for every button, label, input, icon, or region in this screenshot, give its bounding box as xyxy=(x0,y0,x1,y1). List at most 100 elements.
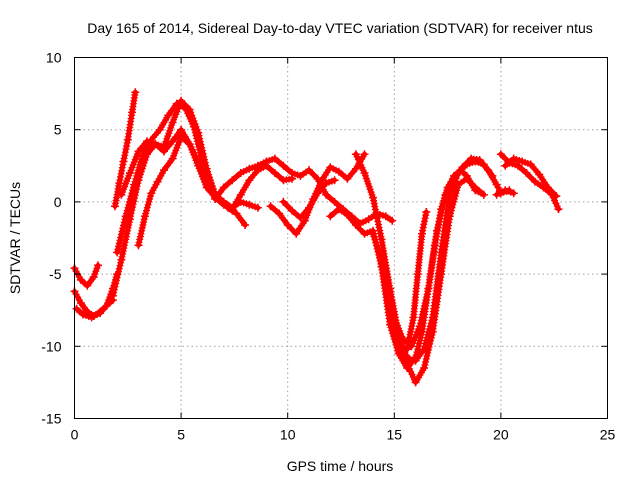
data-point xyxy=(317,176,326,185)
data-point xyxy=(245,164,254,173)
data-point xyxy=(334,167,343,176)
data-point xyxy=(377,235,386,244)
data-point xyxy=(390,313,399,322)
data-point xyxy=(121,212,130,221)
data-point xyxy=(377,255,386,264)
data-point xyxy=(381,212,390,221)
data-point xyxy=(253,203,262,212)
data-point xyxy=(479,190,488,199)
data-point xyxy=(424,284,433,293)
data-point xyxy=(236,169,245,177)
plot-frame xyxy=(74,57,608,419)
data-point xyxy=(501,161,510,170)
y-tick-label: -15 xyxy=(41,411,61,427)
series-track-18 xyxy=(501,154,561,201)
x-tick-label: 0 xyxy=(71,427,79,443)
data-point xyxy=(522,169,531,177)
data-point xyxy=(322,190,331,199)
y-tick-label: 10 xyxy=(46,50,62,66)
data-point xyxy=(313,189,322,198)
data-point xyxy=(194,157,203,166)
data-point xyxy=(462,174,471,183)
data-point xyxy=(102,301,111,310)
data-point xyxy=(305,166,313,175)
series-track-9 xyxy=(211,154,397,228)
data-point xyxy=(458,163,467,172)
data-point xyxy=(364,215,373,224)
data-point xyxy=(219,183,228,192)
data-point xyxy=(94,261,102,270)
data-point xyxy=(147,189,156,198)
data-point xyxy=(413,270,422,279)
data-point xyxy=(343,210,352,219)
data-point xyxy=(398,335,407,344)
data-point xyxy=(415,322,424,331)
data-point xyxy=(241,221,250,229)
data-point xyxy=(253,161,262,170)
data-point xyxy=(283,221,292,229)
data-point xyxy=(270,154,279,163)
data-point xyxy=(475,156,484,164)
data-point xyxy=(108,291,117,300)
data-point xyxy=(552,192,561,201)
data-point xyxy=(177,96,186,105)
data-point xyxy=(437,270,446,279)
series-track-15 xyxy=(390,154,514,351)
data-point xyxy=(351,164,360,173)
data-point xyxy=(420,364,429,372)
data-point xyxy=(128,108,137,117)
data-point xyxy=(79,310,87,319)
data-point xyxy=(422,208,431,216)
data-point xyxy=(386,299,394,307)
data-point xyxy=(151,140,160,149)
data-point xyxy=(554,205,563,214)
data-point xyxy=(360,169,369,177)
x-tick-label: 10 xyxy=(280,427,296,443)
data-point xyxy=(177,132,186,141)
data-point xyxy=(143,137,151,146)
data-point xyxy=(111,202,119,211)
x-tick-label: 5 xyxy=(177,427,185,443)
x-tick-label: 15 xyxy=(387,427,403,443)
data-point xyxy=(202,176,211,185)
x-tick-label: 25 xyxy=(600,427,616,443)
data-point xyxy=(471,183,480,192)
x-tick-label: 20 xyxy=(493,427,509,443)
data-point xyxy=(185,140,194,149)
data-point xyxy=(296,171,305,180)
data-point xyxy=(369,229,377,238)
data-point xyxy=(403,359,412,368)
data-point xyxy=(262,157,271,166)
data-point xyxy=(288,169,296,177)
data-point xyxy=(334,205,343,214)
data-point xyxy=(514,161,522,170)
data-point xyxy=(185,105,194,114)
data-point xyxy=(236,197,245,206)
data-point xyxy=(83,281,92,290)
data-point xyxy=(125,169,134,177)
data-point xyxy=(388,216,397,225)
data-point xyxy=(140,212,149,221)
data-point xyxy=(292,229,301,238)
data-point xyxy=(492,180,501,189)
data-point xyxy=(369,193,377,202)
data-point xyxy=(113,248,122,257)
series-markers xyxy=(497,150,562,213)
y-tick-label: -5 xyxy=(49,266,62,282)
data-point xyxy=(322,179,331,188)
data-point xyxy=(411,378,420,387)
data-point xyxy=(160,166,168,175)
data-point xyxy=(266,202,275,211)
data-point xyxy=(138,151,147,160)
data-point xyxy=(89,273,98,281)
data-point xyxy=(360,150,369,159)
data-point xyxy=(87,313,96,322)
series-line xyxy=(212,156,395,227)
data-point xyxy=(168,137,177,146)
data-point xyxy=(360,229,369,238)
data-point xyxy=(501,186,510,195)
ticks-layer: 0 5 10 15 20 25 -15 -10 -5 0 5 10 xyxy=(41,50,615,443)
series-track-17 xyxy=(496,150,563,214)
series-track-8 xyxy=(134,132,262,250)
